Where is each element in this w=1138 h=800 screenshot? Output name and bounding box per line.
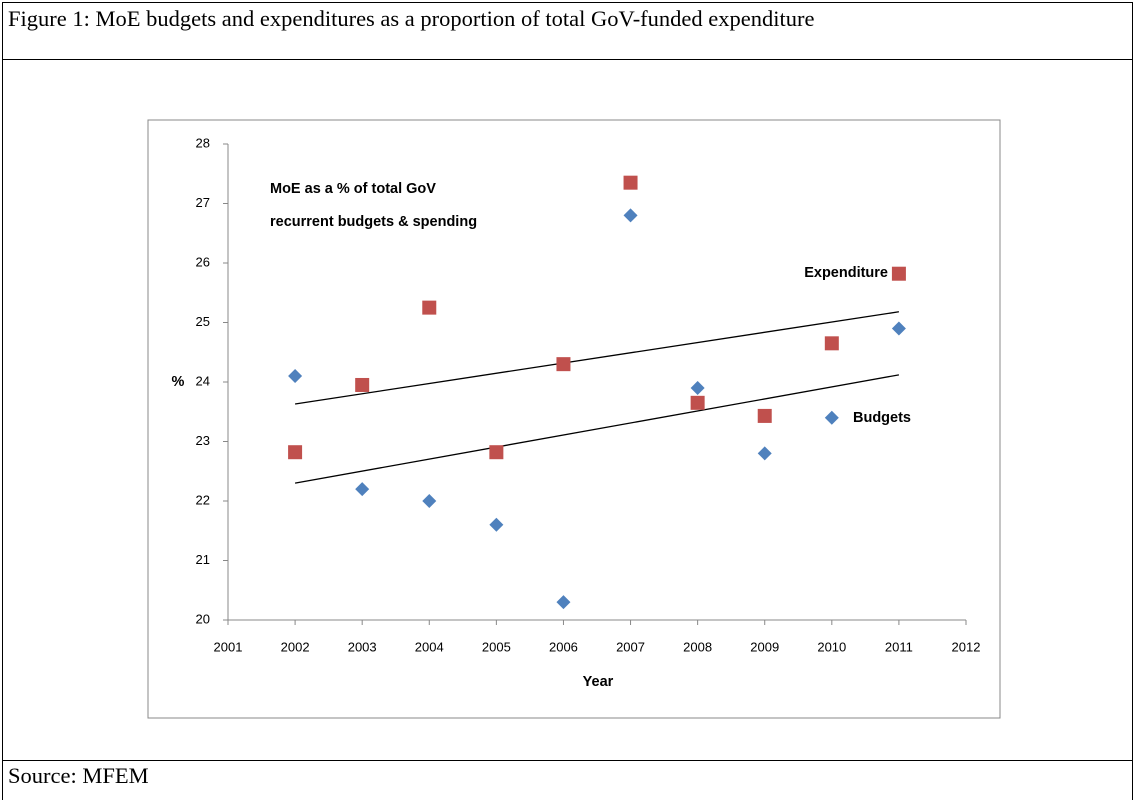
y-tick-label: 23 [196,433,210,448]
point [891,321,906,336]
y-tick-label: 20 [196,611,210,626]
figure-cell [2,60,1133,760]
caption: Figure 1: MoE budgets and expenditures a… [2,2,1133,60]
point [891,266,906,281]
annotation: MoE as a % of total GoV [270,181,436,197]
trend-line [294,374,900,484]
point [757,446,772,461]
y-tick-label: 27 [196,195,210,210]
point [556,595,571,610]
annotation: recurrent budgets & spending [270,214,477,230]
point [489,517,504,532]
x-tick-label: 2005 [482,639,511,654]
point [824,336,839,351]
y-tick-label: 24 [196,373,210,388]
point [288,445,303,460]
series-label: Expenditure [804,265,888,281]
y-tick-label: 22 [196,492,210,507]
y-tick-label: 21 [196,552,210,567]
x-axis-label: Year [583,674,614,690]
point [690,395,705,410]
y-tick-label: 25 [196,314,210,329]
x-tick-label: 2007 [616,639,645,654]
point [690,380,705,395]
point [355,482,370,497]
y-tick-label: 26 [196,254,210,269]
point [824,410,839,425]
x-tick-label: 2008 [683,639,712,654]
x-tick-label: 2002 [281,639,310,654]
point [556,357,571,372]
x-tick-label: 2011 [885,639,913,654]
point [422,494,437,508]
x-tick-label: 2009 [750,639,779,654]
point [422,300,437,315]
series-label: Budgets [853,410,911,426]
chart-frame [147,119,1001,719]
y-tick-label: 28 [196,135,210,150]
x-tick-label: 2010 [817,639,846,654]
source: Source: MFEM [2,760,1133,800]
x-tick-label: 2006 [549,639,578,654]
y-axis-label: % [172,374,185,390]
point [623,208,638,223]
trend-line [294,311,900,405]
point [288,369,303,384]
x-tick-label: 2012 [952,639,981,654]
point [623,175,638,190]
x-tick-label: 2001 [214,639,243,654]
x-tick-label: 2004 [415,639,444,654]
point [757,408,772,423]
x-tick-label: 2003 [348,639,377,654]
point [355,377,370,392]
point [489,445,504,460]
